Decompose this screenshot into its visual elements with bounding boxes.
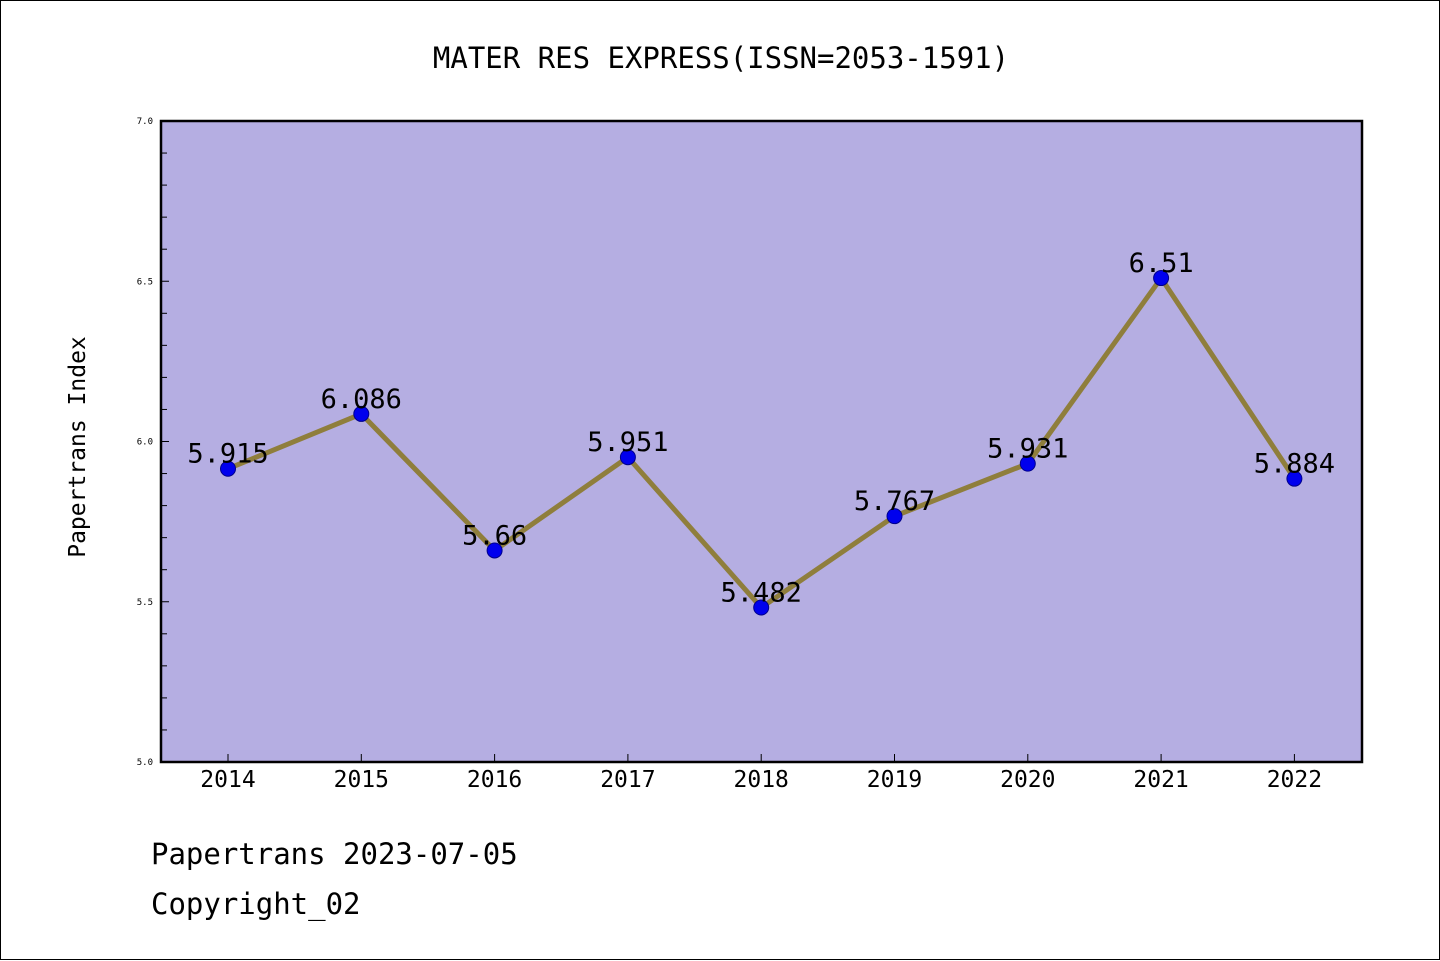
y-axis-label: Papertrans Index xyxy=(65,336,91,558)
data-point xyxy=(1153,270,1170,287)
data-label: 5.66 xyxy=(462,520,527,551)
x-tick-label: 2016 xyxy=(467,767,522,793)
data-label: 5.767 xyxy=(854,486,935,517)
data-point xyxy=(486,542,503,559)
data-label: 6.51 xyxy=(1129,248,1194,279)
x-tick-label: 2022 xyxy=(1267,767,1322,793)
y-tick-label: 6.0 xyxy=(137,438,153,448)
data-label: 6.086 xyxy=(321,384,402,415)
data-label: 5.884 xyxy=(1254,449,1335,480)
y-tick-label: 5.5 xyxy=(137,598,153,608)
plot-area xyxy=(159,119,1364,764)
y-tick-label: 6.5 xyxy=(137,277,153,287)
data-point xyxy=(619,449,636,466)
x-tick-label: 2015 xyxy=(334,767,389,793)
x-tick-label: 2019 xyxy=(867,767,922,793)
x-tick-label: 2017 xyxy=(600,767,655,793)
chart-title: MATER RES EXPRESS(ISSN=2053-1591) xyxy=(433,41,1009,75)
data-label: 5.951 xyxy=(587,427,668,458)
data-point xyxy=(1019,455,1036,472)
data-point xyxy=(886,508,903,525)
data-point xyxy=(753,599,770,616)
x-tick-label: 2018 xyxy=(734,767,789,793)
footer-date: Papertrans 2023-07-05 xyxy=(151,837,518,871)
data-label: 5.931 xyxy=(987,434,1068,465)
data-point xyxy=(1286,470,1303,487)
data-label: 5.482 xyxy=(721,578,802,609)
y-tick-label: 5.0 xyxy=(137,758,153,768)
data-label: 5.915 xyxy=(187,439,268,470)
x-tick-label: 2021 xyxy=(1133,767,1188,793)
footer-copyright: Copyright_02 xyxy=(151,887,361,921)
series-layer: 5.915 6.086 5.66 5.951 5.482 5.767 5.931 6.51 5.… xyxy=(187,248,1335,616)
y-tick-label: 7.0 xyxy=(137,117,153,127)
data-point xyxy=(220,460,236,477)
x-tick-label: 2014 xyxy=(200,767,255,793)
data-point xyxy=(353,405,370,422)
axes-layer: 5.0 5.5 6.0 6.5 7.0 2014 2015 2016 2017 2018 2019 2… xyxy=(137,117,1322,793)
x-tick-label: 2020 xyxy=(1000,767,1055,793)
